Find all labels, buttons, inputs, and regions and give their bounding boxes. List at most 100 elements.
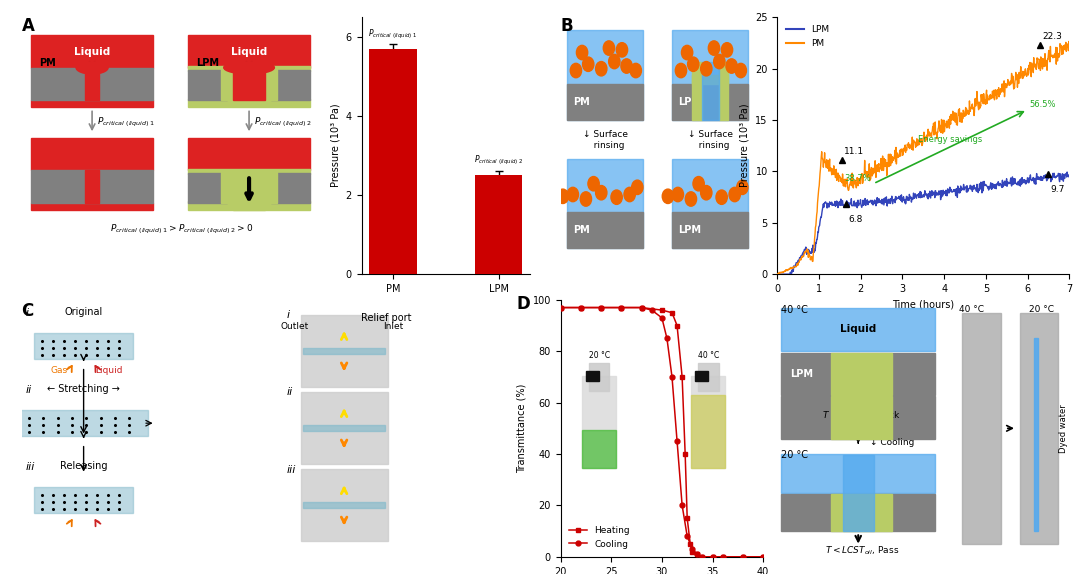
Text: 38.7%: 38.7% [845, 173, 872, 183]
Circle shape [708, 41, 719, 55]
Cooling [706, 553, 719, 560]
Circle shape [611, 190, 622, 204]
Line: Cooling: Cooling [558, 305, 766, 559]
Circle shape [557, 189, 568, 204]
Bar [188, 69, 227, 100]
Cooling [757, 553, 770, 560]
Circle shape [726, 59, 738, 73]
Circle shape [567, 187, 579, 201]
Circle shape [721, 42, 732, 57]
Bar [567, 84, 644, 120]
Bar [1035, 339, 1038, 531]
Cooling [680, 533, 693, 540]
Cooling [645, 307, 658, 313]
Cooling [615, 304, 627, 311]
Bar [31, 203, 153, 210]
Heating [615, 304, 627, 311]
Y-axis label: Pressure (10³ Pa): Pressure (10³ Pa) [740, 104, 750, 188]
Text: 20 °C: 20 °C [781, 450, 808, 460]
Text: Relief port: Relief port [361, 313, 411, 323]
Bar [842, 455, 874, 531]
X-axis label: Time (hours): Time (hours) [892, 300, 955, 309]
Text: 40 °C: 40 °C [781, 305, 808, 315]
Cooling [554, 304, 567, 311]
Cooling [696, 553, 708, 560]
Bar [781, 532, 935, 554]
Bar [1021, 313, 1058, 544]
Heating [554, 304, 567, 311]
Circle shape [632, 180, 643, 195]
Cooling [656, 315, 669, 321]
Text: $T > LCST_{oil}$, Block: $T > LCST_{oil}$, Block [822, 409, 901, 422]
Bar [31, 68, 153, 100]
Cooling [686, 546, 699, 553]
Legend: Heating, Cooling: Heating, Cooling [565, 522, 633, 552]
Text: $P_{critical\ (liquid)\ 1}$: $P_{critical\ (liquid)\ 1}$ [97, 116, 156, 129]
Circle shape [570, 63, 582, 77]
Text: LPM: LPM [197, 57, 219, 68]
Text: LPM: LPM [678, 226, 701, 235]
Bar [221, 170, 233, 203]
Text: $T < LCST_{oil}$, Pass: $T < LCST_{oil}$, Pass [824, 544, 899, 557]
Circle shape [735, 63, 746, 77]
Cooling [665, 374, 678, 381]
Text: 6.8: 6.8 [848, 215, 863, 223]
Text: $P_{critical\ (liquid)\ 2}$: $P_{critical\ (liquid)\ 2}$ [474, 154, 524, 168]
Bar [300, 315, 388, 387]
Bar [672, 84, 748, 120]
Bar [672, 158, 748, 249]
Text: Liquid: Liquid [73, 46, 110, 57]
Text: $P_{critical\ (liquid)\ 1}$: $P_{critical\ (liquid)\ 1}$ [368, 28, 418, 41]
Circle shape [693, 177, 704, 191]
Circle shape [681, 45, 692, 60]
Bar [233, 173, 265, 203]
Text: Gas: Gas [51, 366, 67, 375]
Bar [84, 170, 99, 203]
Bar [672, 30, 748, 120]
Circle shape [672, 187, 684, 201]
Bar [265, 68, 278, 100]
Text: B: B [561, 17, 573, 35]
Cooling [671, 438, 684, 445]
Heating [635, 304, 648, 311]
Circle shape [621, 59, 632, 73]
Heating [691, 551, 704, 558]
Text: ↓ Cooling: ↓ Cooling [870, 438, 915, 447]
Bar [692, 75, 728, 84]
Bar [567, 212, 644, 249]
Heating [716, 553, 729, 560]
Circle shape [617, 42, 627, 57]
Text: LPM: LPM [678, 97, 701, 107]
Bar [265, 170, 278, 203]
Bar [233, 201, 265, 210]
Bar [962, 313, 1000, 544]
Bar [188, 99, 310, 107]
Bar [84, 68, 99, 100]
Circle shape [714, 55, 725, 69]
Heating [680, 515, 693, 522]
Text: PM: PM [572, 97, 590, 107]
Bar [781, 308, 935, 351]
Ellipse shape [76, 61, 108, 74]
Bar [31, 138, 153, 170]
Text: iii: iii [287, 464, 296, 475]
Text: ← Stretching →: ← Stretching → [48, 383, 120, 394]
Cooling [737, 553, 750, 560]
Bar [19, 410, 148, 436]
Bar [831, 396, 892, 439]
Bar [31, 100, 153, 107]
Bar [303, 425, 386, 432]
Bar [718, 63, 728, 120]
Cooling [635, 304, 648, 311]
Circle shape [588, 177, 599, 191]
Heating [676, 374, 689, 381]
Circle shape [688, 57, 699, 71]
Bar [240, 69, 271, 100]
Bar [300, 470, 388, 541]
Bar [567, 158, 644, 249]
Circle shape [686, 192, 697, 206]
Line: Heating: Heating [558, 305, 766, 559]
Cooling [661, 335, 674, 342]
Circle shape [737, 180, 748, 195]
Bar [31, 35, 153, 68]
